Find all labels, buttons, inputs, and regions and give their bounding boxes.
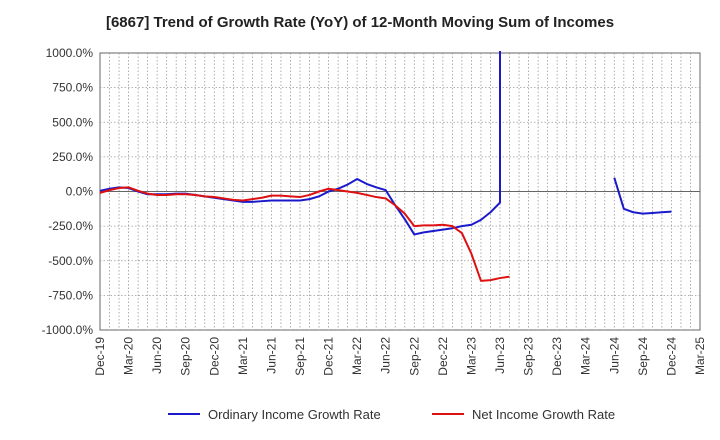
- series-line-2: [99, 186, 510, 282]
- x-tick-label: Mar-22: [350, 337, 364, 375]
- x-tick-label: Jun-23: [493, 337, 507, 374]
- y-tick-label: 1000.0%: [46, 46, 94, 60]
- x-tick-label: Mar-23: [464, 337, 478, 375]
- x-tick-label: Sep-21: [293, 337, 307, 376]
- y-tick-label: 0.0%: [66, 185, 94, 199]
- y-tick-label: -500.0%: [48, 254, 93, 268]
- x-tick-label: Dec-20: [207, 337, 221, 376]
- x-tick-label: Mar-20: [122, 337, 136, 375]
- x-tick-label: Jun-21: [264, 337, 278, 374]
- x-tick-label: Jun-22: [379, 337, 393, 374]
- x-tick-label: Mar-25: [693, 337, 707, 375]
- grid-layer: [99, 52, 701, 331]
- y-tick-label: -1000.0%: [42, 323, 94, 337]
- series-layer: [99, 51, 672, 282]
- legend-layer: Ordinary Income Growth Rate Net Income Gr…: [168, 407, 615, 422]
- chart-title: [6867] Trend of Growth Rate (YoY) of 12-…: [105, 14, 615, 31]
- x-tick-label: Dec-19: [93, 337, 107, 376]
- y-tick-label: -250.0%: [48, 219, 93, 233]
- y-tick-label: 500.0%: [52, 115, 93, 129]
- axis-layer: 1000.0% 750.0% 500.0% 250.0% 0.0% -250.0% -500…: [42, 46, 707, 376]
- x-tick-label: Mar-24: [579, 337, 593, 375]
- x-tick-label: Dec-21: [322, 337, 336, 376]
- y-tick-label: 250.0%: [52, 150, 93, 164]
- x-tick-label: Sep-22: [407, 337, 421, 376]
- legend-label-1: Ordinary Income Growth Rate: [208, 407, 381, 422]
- x-tick-label: Sep-20: [179, 337, 193, 376]
- x-tick-label: Sep-23: [522, 337, 536, 376]
- y-tick-label: 750.0%: [52, 81, 93, 95]
- x-tick-label: Jun-24: [607, 337, 621, 374]
- x-tick-label: Mar-21: [236, 337, 250, 375]
- y-tick-label: -750.0%: [48, 288, 93, 302]
- x-tick-label: Jun-20: [150, 337, 164, 374]
- x-tick-label: Dec-23: [550, 337, 564, 376]
- x-tick-label: Dec-24: [664, 337, 678, 376]
- x-tick-label: Dec-22: [436, 337, 450, 376]
- x-tick-label: Sep-24: [636, 337, 650, 376]
- legend-label-2: Net Income Growth Rate: [472, 407, 615, 422]
